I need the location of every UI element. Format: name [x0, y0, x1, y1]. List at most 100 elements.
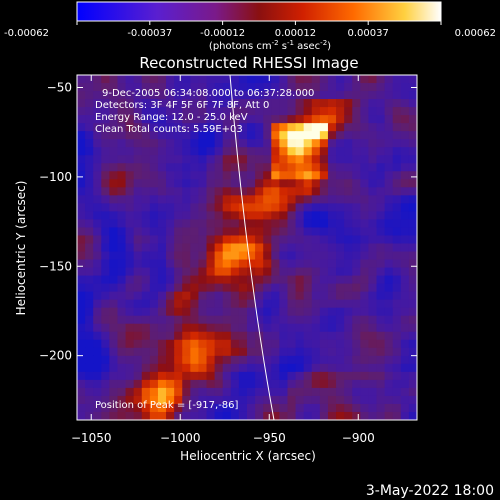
heatmap-cell [206, 99, 216, 108]
heatmap-cell [182, 163, 191, 172]
heatmap-cell [85, 91, 94, 100]
heatmap-cell [77, 195, 86, 204]
heatmap-cell [157, 115, 167, 124]
heatmap-cell [214, 323, 224, 333]
heatmap-cell [360, 267, 370, 277]
heatmap-cell [85, 331, 94, 341]
heatmap-cell [230, 307, 240, 317]
heatmap-cell [311, 275, 321, 285]
heatmap-cell [198, 163, 208, 172]
heatmap-cell [85, 323, 94, 333]
heatmap-cell [238, 211, 248, 221]
heatmap-cell [271, 203, 280, 212]
heatmap-cell [133, 179, 143, 188]
heatmap-cell [182, 315, 191, 325]
heatmap-cell [222, 115, 232, 124]
heatmap-cell [255, 299, 264, 309]
heatmap-cell [303, 99, 313, 108]
heatmap-cell [311, 187, 321, 196]
heatmap-cell [222, 411, 232, 420]
heatmap-cell [93, 259, 102, 269]
heatmap-cell [174, 235, 183, 245]
heatmap-cell [247, 243, 256, 253]
heatmap-cell [303, 83, 313, 92]
heatmap-cell [336, 195, 345, 204]
heatmap-cell [101, 347, 110, 357]
heatmap-cell [149, 299, 159, 309]
heatmap-cell [319, 83, 329, 92]
heatmap-cell [376, 243, 386, 253]
heatmap-cell [376, 315, 386, 325]
heatmap-cell [230, 411, 240, 420]
heatmap-cell [392, 403, 402, 413]
heatmap-cell [368, 227, 378, 237]
heatmap-cell [327, 251, 337, 261]
heatmap-cell [77, 235, 86, 245]
heatmap-cell [190, 315, 200, 325]
heatmap-cell [336, 187, 345, 196]
heatmap-cell [101, 203, 110, 212]
heatmap-cell [214, 155, 224, 164]
heatmap-cell [303, 355, 313, 365]
heatmap-cell [101, 323, 110, 333]
heatmap-cell [287, 187, 297, 196]
heatmap-cell [117, 155, 127, 164]
heatmap-cell [408, 323, 417, 333]
heatmap-cell [157, 267, 167, 277]
heatmap-cell [352, 163, 361, 172]
heatmap-cell [352, 307, 361, 317]
heatmap-cell [141, 403, 151, 413]
heatmap-cell [149, 363, 159, 373]
heatmap-cell [198, 227, 208, 237]
heatmap-cell [311, 403, 321, 413]
heatmap-cell [125, 387, 135, 397]
heatmap-cell [206, 123, 216, 132]
heatmap-cell [149, 211, 159, 221]
heatmap-cell [166, 291, 175, 301]
heatmap-cell [400, 75, 410, 84]
heatmap-cell [166, 347, 175, 357]
heatmap-cell [295, 411, 305, 420]
heatmap-cell [149, 243, 159, 253]
detectors-label: Detectors: 3F 4F 5F 6F 7F 8F, Att 0 [95, 100, 269, 111]
heatmap-cell [125, 235, 135, 245]
heatmap-cell [311, 355, 321, 365]
heatmap-cell [117, 171, 127, 180]
heatmap-cell [214, 139, 224, 148]
heatmap-cell [327, 275, 337, 285]
heatmap-cell [93, 99, 102, 108]
heatmap-cell [311, 75, 321, 84]
heatmap-cell [93, 315, 102, 325]
heatmap-cell [166, 211, 175, 221]
heatmap-cell [149, 203, 159, 212]
heatmap-cell [303, 323, 313, 333]
heatmap-cell [303, 163, 313, 172]
heatmap-cell [392, 315, 402, 325]
heatmap-cell [319, 227, 329, 237]
heatmap-cell [384, 131, 394, 140]
heatmap-cell [408, 363, 417, 373]
heatmap-cell [125, 99, 135, 108]
heatmap-cell [101, 107, 110, 116]
heatmap-cell [287, 99, 297, 108]
heatmap-cell [376, 275, 386, 285]
heatmap-cell [166, 283, 175, 293]
heatmap-cell [222, 267, 232, 277]
colorbar-units: (photons cm-2 s-1 asec-2) [209, 39, 331, 52]
heatmap-cell [157, 123, 167, 132]
heatmap-cell [198, 307, 208, 317]
heatmap-cell [166, 267, 175, 277]
heatmap-cell [287, 155, 297, 164]
heatmap-cell [352, 195, 361, 204]
heatmap-cell [311, 363, 321, 373]
heatmap-cell [287, 251, 297, 261]
heatmap-cell [238, 75, 248, 84]
heatmap-cell [384, 355, 394, 365]
heatmap-cell [247, 371, 256, 381]
heatmap-cell [182, 307, 191, 317]
heatmap-cell [141, 155, 151, 164]
heatmap-cell [319, 267, 329, 277]
heatmap-cell [238, 227, 248, 237]
heatmap-cell [109, 379, 119, 389]
heatmap-cell [206, 395, 216, 405]
